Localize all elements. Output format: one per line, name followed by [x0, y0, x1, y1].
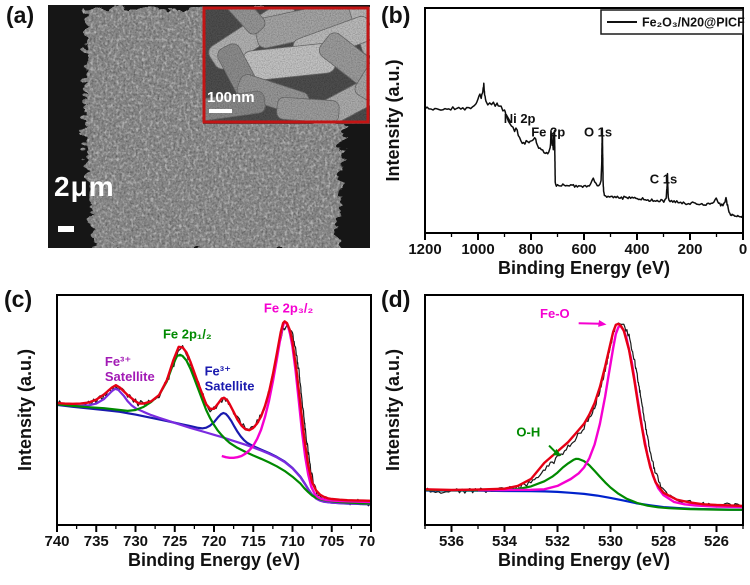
peak-annotation-line: Fe³⁺: [205, 363, 231, 378]
x-tick-label: 532: [545, 533, 570, 550]
series-raw-data: [425, 322, 743, 508]
series-group: [425, 322, 743, 511]
y-axis-label: Intensity (a.u.): [383, 349, 403, 471]
y-axis-label: Intensity (a.u.): [383, 59, 403, 181]
series-fit-fe2p32-magenta: [221, 320, 371, 504]
x-tick-label: 530: [598, 533, 623, 550]
peak-annotation-line: Fe-O: [540, 306, 570, 321]
xps-o1s-chart: 536 534 532 530 528 526 Binding Energy (eV) Int…: [375, 285, 750, 585]
series-raw-data: [57, 324, 371, 507]
sem-inset-scale-bar-line: [209, 109, 232, 113]
o1s-plot: 536 534 532 530 528 526 Binding Energy (eV) Int…: [383, 294, 744, 570]
series-envelope-red: [425, 322, 743, 508]
peak-annotation-line: C 1s: [650, 172, 677, 187]
sem-scale-bar-label: 2μm: [54, 171, 115, 202]
peak-annotation: Fe 2p₃/₂: [264, 300, 314, 315]
annotation-arrowhead: [598, 319, 607, 327]
series-group: [425, 82, 743, 218]
panel-a-letter: (a): [6, 2, 35, 28]
peak-annotation: C 1s: [650, 172, 677, 187]
axis-box: [424, 7, 744, 234]
sem-inset-scale-bar-label: 100nm: [207, 89, 255, 106]
sem-panel: 2μm 100nm: [48, 5, 370, 248]
peak-annotation-line: O 1s: [584, 124, 612, 139]
series-fit-feo-magenta: [478, 324, 743, 509]
survey-plot: 1200 1000 800 600 400 200 0 Binding Energy (eV)…: [383, 7, 747, 278]
y-axis-label: Intensity (a.u.): [15, 349, 35, 471]
x-axis-label: Binding Energy (eV): [498, 550, 670, 570]
fe2p-plot: 740 735 730 725 720 715 710 705 700 Binding Energ…: [15, 294, 384, 570]
peak-annotation: Fe³⁺ Satellite: [105, 354, 155, 384]
x-tick-label: 725: [162, 533, 187, 550]
x-tick-label: 536: [439, 533, 464, 550]
peak-annotation: O 1s: [584, 124, 612, 139]
peak-annotation-line: Fe 2p₁/₂: [163, 327, 212, 342]
peak-annotation-line: Fe³⁺: [105, 354, 131, 369]
x-tick-label: 700: [358, 533, 375, 550]
xps-fe2p-chart: 740 735 730 725 720 715 710 705 700 Binding Energ…: [0, 285, 384, 585]
peak-annotation: Ni 2p: [504, 111, 536, 126]
series-survey-scan: [425, 82, 743, 218]
peak-annotation-line: Ni 2p: [504, 111, 536, 126]
x-tick-label: 400: [624, 241, 649, 258]
peak-annotation: Fe³⁺ Satellite: [205, 363, 255, 393]
series-fit-oh-green: [425, 457, 743, 511]
series-background-satellite-purple: [57, 387, 371, 506]
series-group: [57, 320, 371, 507]
x-tick-label: 735: [84, 533, 109, 550]
x-tick-label: 720: [201, 533, 226, 550]
x-tick-label: 1200: [408, 241, 441, 258]
legend-label: Fe₂O₃/N20@PICF: [642, 16, 745, 30]
peak-annotation-line: Fe 2p: [531, 124, 565, 139]
sem-micrograph: [48, 5, 370, 248]
peak-annotation-line: O-H: [516, 424, 540, 439]
x-tick-label: 0: [739, 241, 747, 258]
peak-annotation: Fe 2p: [531, 124, 565, 139]
x-tick-label: 528: [651, 533, 676, 550]
x-tick-label: 600: [571, 241, 596, 258]
panel-b-letter: (b): [381, 2, 411, 28]
x-tick-label: 1000: [461, 241, 494, 258]
sem-scale-bar-line: [58, 226, 74, 232]
series-background-satellite-navy: [57, 403, 371, 506]
peak-annotation-line: Satellite: [105, 369, 155, 384]
peak-annotation-line: Fe 2p₃/₂: [264, 300, 314, 315]
x-axis-label: Binding Energy (eV): [498, 258, 670, 278]
x-tick-label: 200: [677, 241, 702, 258]
peak-annotation: Fe 2p₁/₂: [163, 327, 212, 342]
panel-c-letter: (c): [4, 286, 33, 312]
series-baseline-blue: [425, 489, 743, 511]
x-tick-label: 705: [319, 533, 344, 550]
x-axis-label: Binding Energy (eV): [128, 550, 300, 570]
x-tick-label: 526: [704, 533, 729, 550]
x-tick-label: 715: [241, 533, 266, 550]
sem-inset-image: [203, 7, 370, 124]
series-envelope-red: [57, 320, 371, 502]
x-tick-label: 800: [518, 241, 543, 258]
peak-annotation-line: Satellite: [205, 378, 255, 393]
xps-survey-chart: 1200 1000 800 600 400 200 0 Binding Energy (eV)…: [375, 0, 750, 285]
x-tick-label: 534: [492, 533, 518, 550]
annotation-arrowhead: [552, 448, 562, 456]
x-tick-label: 730: [123, 533, 148, 550]
sem-inset-border: [202, 6, 370, 124]
panel-d-letter: (d): [381, 286, 411, 312]
x-tick-label: 710: [280, 533, 305, 550]
peak-annotation: Fe-O: [540, 306, 570, 321]
peak-annotation: O-H: [516, 424, 540, 439]
legend: Fe₂O₃/N20@PICF: [600, 9, 745, 35]
x-tick-label: 740: [44, 533, 69, 550]
